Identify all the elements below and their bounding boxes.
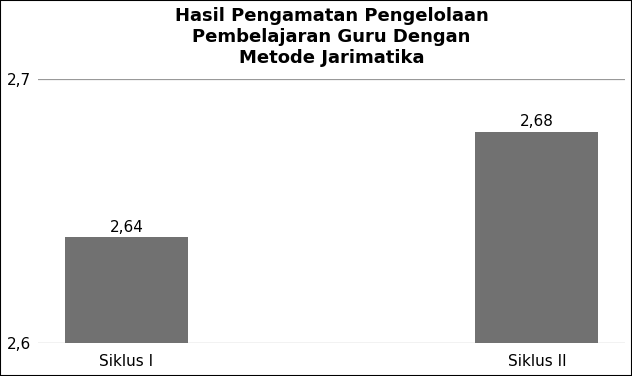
Text: 2,68: 2,68	[520, 114, 554, 129]
Bar	[65, 238, 188, 343]
Title: Hasil Pengamatan Pengelolaan
Pembelajaran Guru Dengan
Metode Jarimatika: Hasil Pengamatan Pengelolaan Pembelajara…	[174, 7, 489, 67]
Text: 2,64: 2,64	[109, 220, 143, 235]
Bar	[475, 132, 599, 343]
